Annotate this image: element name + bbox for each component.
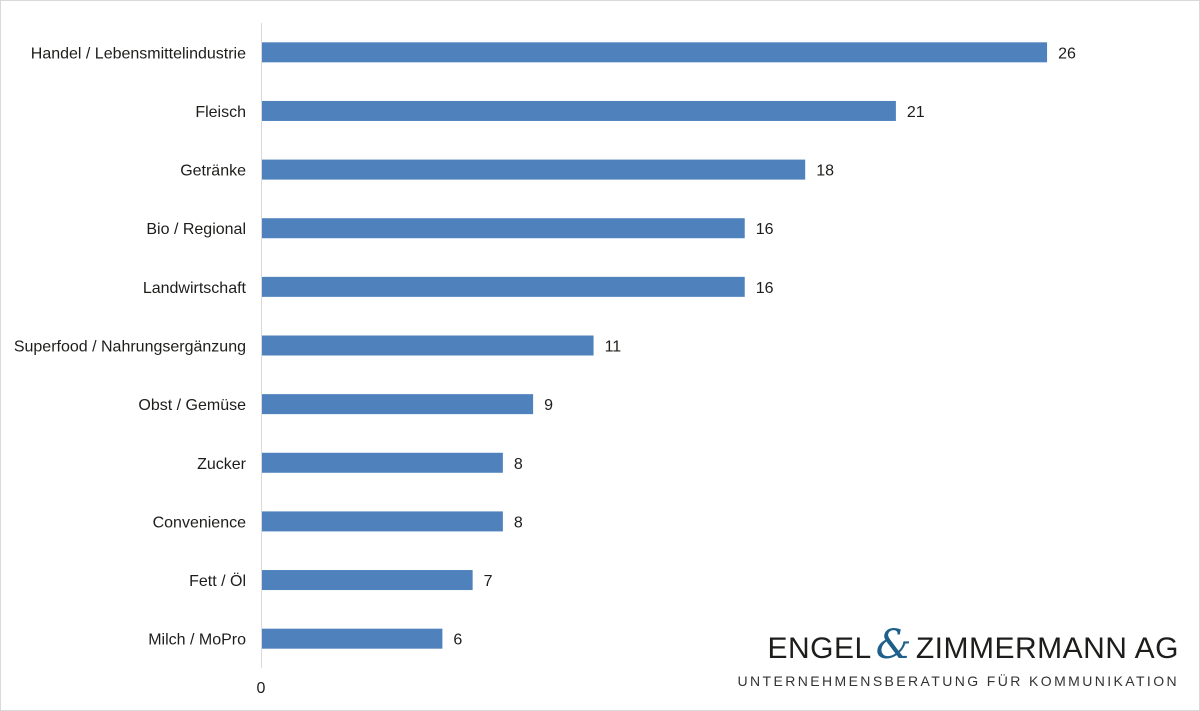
- bar: [262, 42, 1048, 63]
- bar: [262, 218, 745, 239]
- category-label: Obst / Gemüse: [138, 397, 246, 414]
- logo-part2: ZIMMERMANN AG: [915, 632, 1179, 665]
- logo-tagline: UNTERNEHMENSBERATUNG FÜR KOMMUNIKATION: [737, 673, 1179, 689]
- x-tick-label: 0: [257, 680, 266, 697]
- category-label: Handel / Lebensmittelindustrie: [31, 45, 246, 62]
- logo-part1: ENGEL: [767, 632, 872, 665]
- data-label: 8: [514, 514, 523, 531]
- bar: [262, 628, 443, 649]
- bar: [262, 511, 503, 532]
- data-label: 18: [816, 163, 834, 180]
- category-label: Milch / MoPro: [148, 632, 246, 649]
- bar: [262, 452, 503, 473]
- category-label: Zucker: [197, 456, 247, 473]
- category-label: Fett / Öl: [189, 572, 246, 590]
- data-label: 7: [484, 573, 493, 590]
- company-logo: ENGEL & ZIMMERMANN AG UNTERNEHMENSBERATUNG…: [738, 625, 1179, 689]
- data-label: 8: [514, 456, 523, 473]
- bar: [262, 276, 745, 297]
- logo-ampersand: &: [875, 622, 912, 668]
- data-label: 9: [544, 397, 553, 414]
- bar: [262, 159, 806, 180]
- data-label: 11: [605, 339, 622, 356]
- bar: [262, 394, 534, 415]
- data-label: 26: [1058, 45, 1076, 62]
- data-label: 6: [453, 632, 462, 649]
- category-label: Landwirtschaft: [143, 280, 247, 297]
- bar: [262, 100, 896, 121]
- category-label: Superfood / Nahrungsergänzung: [14, 339, 246, 356]
- category-label: Fleisch: [195, 104, 246, 121]
- bar: [262, 335, 594, 356]
- category-label: Convenience: [153, 514, 247, 531]
- bar: [262, 570, 473, 591]
- logo-wordmark: ENGEL & ZIMMERMANN AG: [738, 625, 1179, 669]
- category-label: Getränke: [180, 163, 246, 180]
- data-label: 16: [756, 221, 774, 238]
- category-label: Bio / Regional: [146, 221, 246, 238]
- data-label: 16: [756, 280, 774, 297]
- data-label: 21: [907, 104, 925, 121]
